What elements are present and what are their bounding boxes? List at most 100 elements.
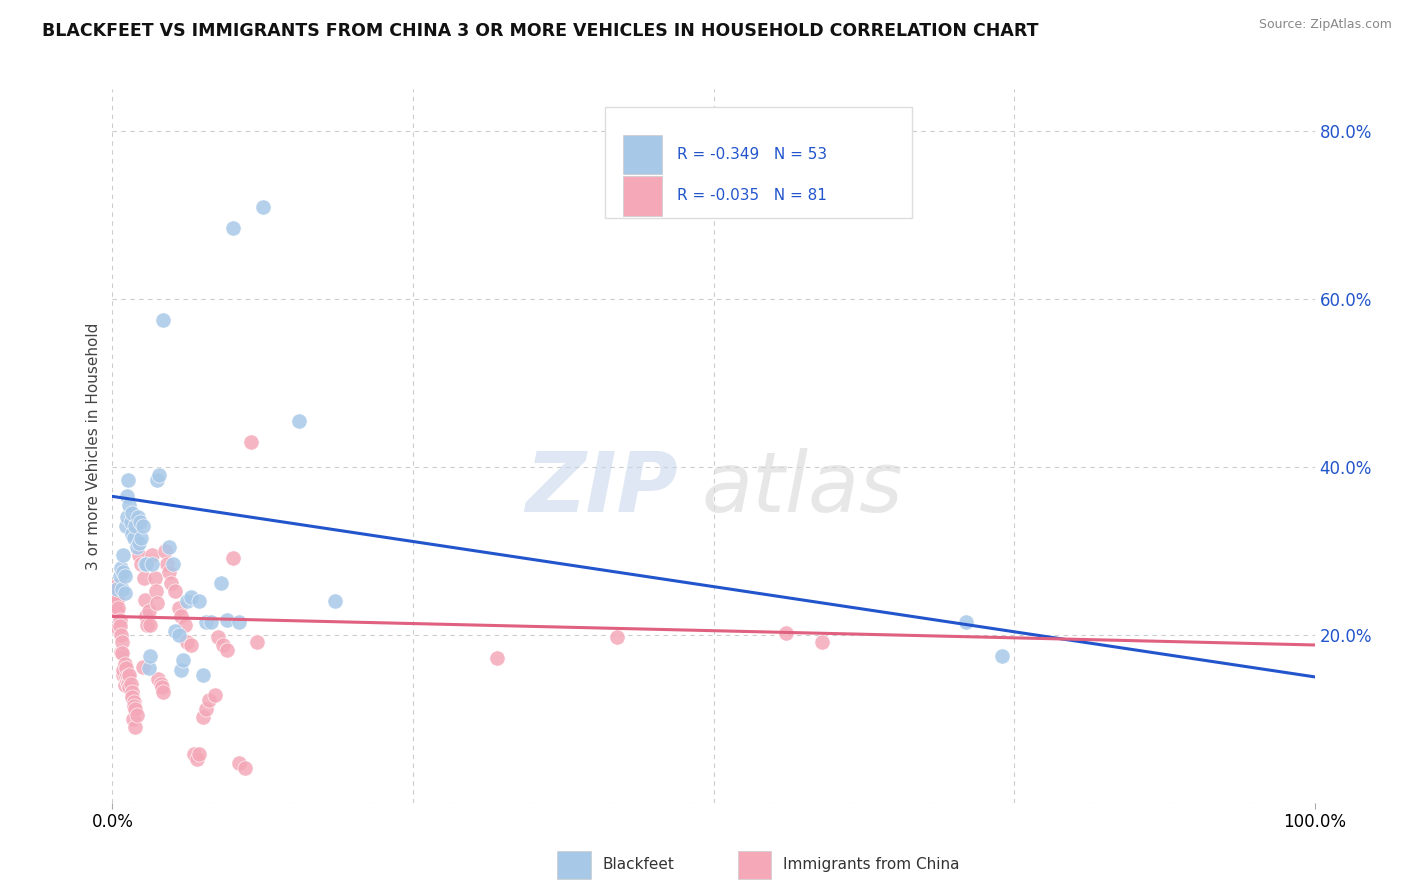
Immigrants from China <box>114 657 136 672</box>
Blackfeet <box>162 557 184 571</box>
Blackfeet <box>128 535 150 549</box>
Blackfeet <box>157 540 180 554</box>
Immigrants from China <box>107 621 129 635</box>
Immigrants from China <box>207 630 229 644</box>
Immigrants from China <box>775 626 797 640</box>
Immigrants from China <box>138 604 160 618</box>
Immigrants from China <box>145 584 167 599</box>
Immigrants from China <box>134 592 156 607</box>
Blackfeet <box>170 663 193 677</box>
Immigrants from China <box>105 596 128 610</box>
Immigrants from China <box>188 747 211 761</box>
Immigrants from China <box>239 434 262 449</box>
Immigrants from China <box>149 676 172 690</box>
Immigrants from China <box>122 699 145 714</box>
Immigrants from China <box>114 661 136 675</box>
Immigrants from China <box>105 604 128 618</box>
Immigrants from China <box>233 760 256 774</box>
Immigrants from China <box>163 584 186 599</box>
Blackfeet <box>288 414 311 428</box>
Immigrants from China <box>146 596 169 610</box>
Immigrants from China <box>118 668 141 682</box>
Blackfeet <box>115 510 138 524</box>
Blackfeet <box>125 540 148 554</box>
Immigrants from China <box>114 670 136 684</box>
Immigrants from China <box>125 707 148 722</box>
Blackfeet <box>138 661 160 675</box>
FancyBboxPatch shape <box>623 177 662 216</box>
Immigrants from China <box>122 712 145 726</box>
Immigrants from China <box>110 628 132 642</box>
Immigrants from China <box>143 571 166 585</box>
Immigrants from China <box>139 617 162 632</box>
Immigrants from China <box>128 548 150 562</box>
Text: R = -0.349   N = 53: R = -0.349 N = 53 <box>678 147 828 162</box>
Blackfeet <box>129 515 152 529</box>
Blackfeet <box>955 615 977 630</box>
Immigrants from China <box>112 663 135 677</box>
Blackfeet <box>114 586 136 600</box>
Immigrants from China <box>155 544 177 558</box>
Text: Blackfeet: Blackfeet <box>603 857 675 872</box>
Blackfeet <box>134 557 156 571</box>
FancyBboxPatch shape <box>738 851 772 880</box>
Blackfeet <box>111 582 134 596</box>
Immigrants from China <box>131 557 153 571</box>
Blackfeet <box>112 548 135 562</box>
Blackfeet <box>172 653 194 667</box>
Immigrants from China <box>141 548 163 562</box>
Blackfeet <box>117 473 139 487</box>
Immigrants from China <box>114 678 136 692</box>
Immigrants from China <box>204 689 226 703</box>
Blackfeet <box>195 615 218 630</box>
Immigrants from China <box>176 634 198 648</box>
Blackfeet <box>209 575 232 590</box>
Blackfeet <box>121 527 143 541</box>
Immigrants from China <box>215 643 238 657</box>
Immigrants from China <box>124 702 146 716</box>
Blackfeet <box>141 557 163 571</box>
Blackfeet <box>152 313 174 327</box>
Immigrants from China <box>606 630 628 644</box>
Blackfeet <box>215 613 238 627</box>
Immigrants from China <box>104 590 127 604</box>
Immigrants from China <box>146 672 169 686</box>
Text: BLACKFEET VS IMMIGRANTS FROM CHINA 3 OR MORE VEHICLES IN HOUSEHOLD CORRELATION C: BLACKFEET VS IMMIGRANTS FROM CHINA 3 OR … <box>42 22 1039 40</box>
Immigrants from China <box>105 579 128 593</box>
Immigrants from China <box>104 586 127 600</box>
Immigrants from China <box>111 634 134 648</box>
Blackfeet <box>222 220 245 235</box>
Immigrants from China <box>107 601 129 615</box>
Immigrants from China <box>112 668 135 682</box>
Blackfeet <box>122 532 145 546</box>
FancyBboxPatch shape <box>606 107 912 218</box>
Immigrants from China <box>121 685 143 699</box>
Immigrants from China <box>124 720 146 734</box>
Text: ZIP: ZIP <box>524 449 678 529</box>
Blackfeet <box>110 560 132 574</box>
Immigrants from China <box>150 680 173 694</box>
Immigrants from China <box>191 710 214 724</box>
Immigrants from China <box>155 557 177 571</box>
Immigrants from China <box>186 752 208 766</box>
Immigrants from China <box>110 645 132 659</box>
Blackfeet <box>146 473 169 487</box>
Immigrants from China <box>170 609 193 624</box>
Blackfeet <box>120 515 142 529</box>
Blackfeet <box>121 506 143 520</box>
Blackfeet <box>112 565 135 579</box>
Text: Immigrants from China: Immigrants from China <box>783 857 960 872</box>
Y-axis label: 3 or more Vehicles in Household: 3 or more Vehicles in Household <box>86 322 101 570</box>
Immigrants from China <box>160 575 183 590</box>
Blackfeet <box>252 200 274 214</box>
Immigrants from China <box>246 634 269 648</box>
Immigrants from China <box>132 571 155 585</box>
Blackfeet <box>115 489 138 503</box>
Blackfeet <box>105 582 128 596</box>
Immigrants from China <box>195 702 218 716</box>
Blackfeet <box>118 498 141 512</box>
Immigrants from China <box>197 693 219 707</box>
Immigrants from China <box>111 646 134 660</box>
Text: Source: ZipAtlas.com: Source: ZipAtlas.com <box>1258 18 1392 31</box>
Immigrants from China <box>122 695 145 709</box>
